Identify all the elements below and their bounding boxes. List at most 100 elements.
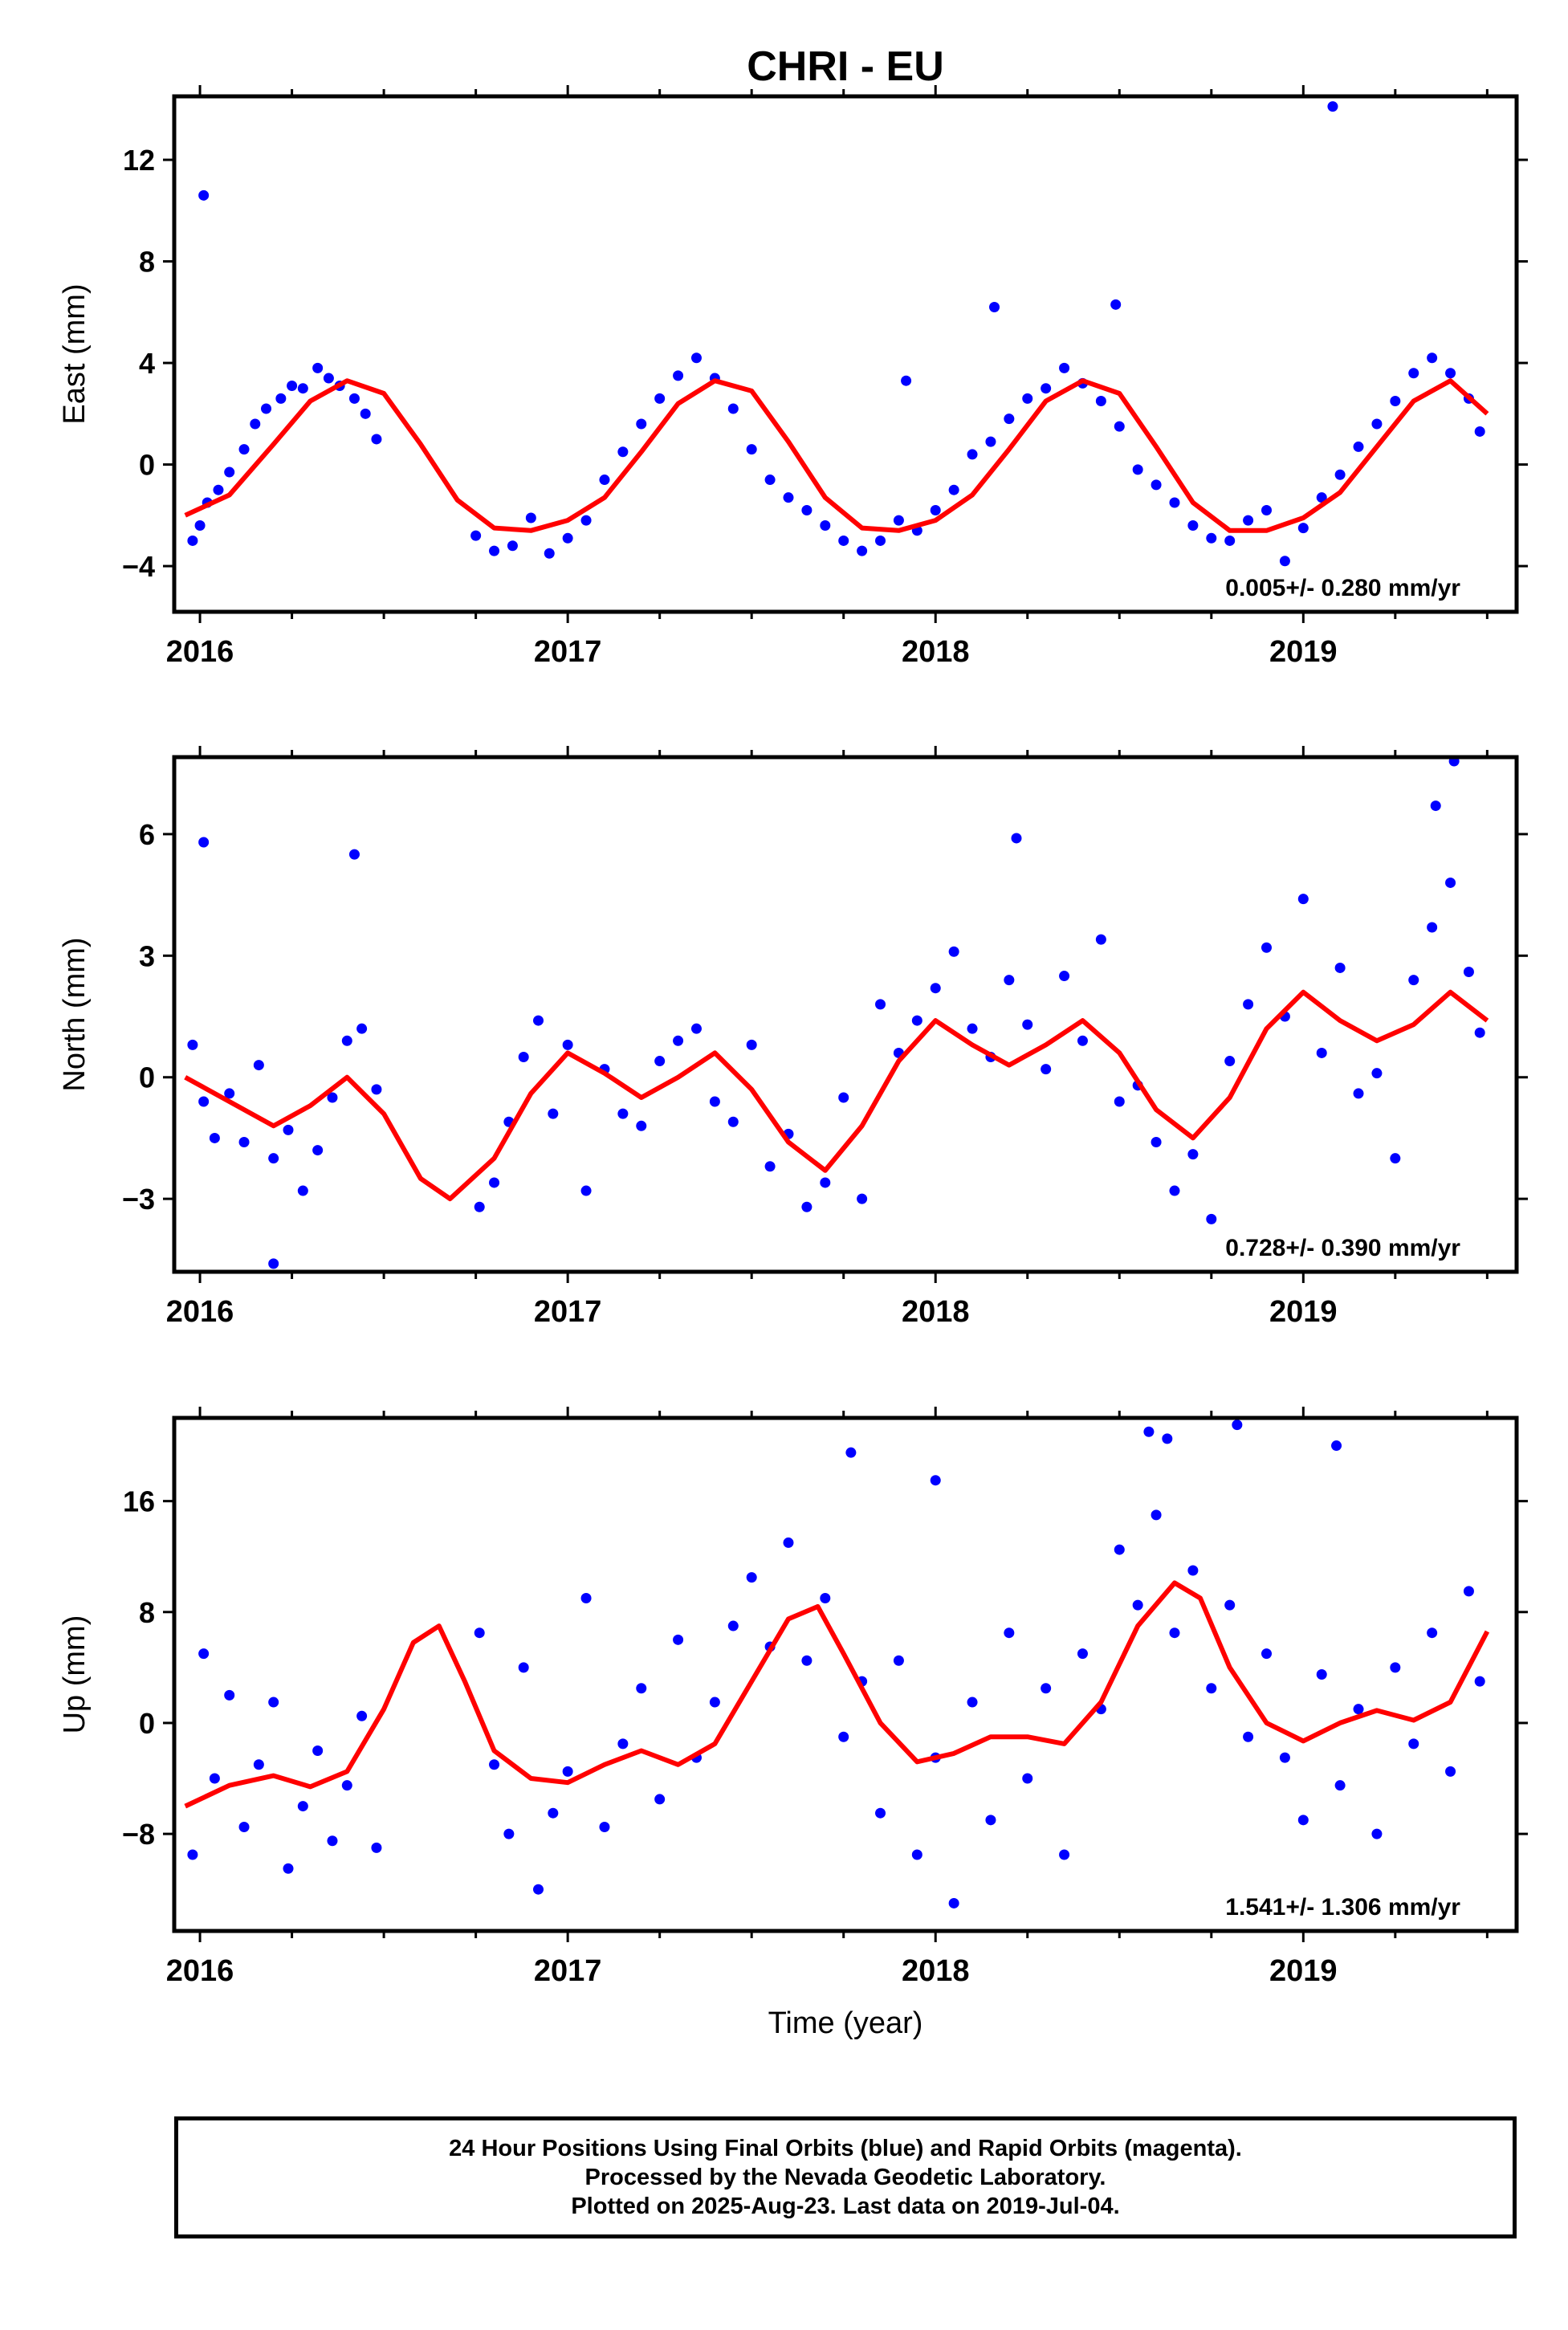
x-tick-label: 2016 <box>166 635 234 669</box>
data-point <box>1316 1047 1327 1058</box>
data-point <box>1011 833 1022 844</box>
data-point <box>507 540 518 552</box>
data-point <box>1243 515 1254 526</box>
data-point <box>1169 1627 1180 1639</box>
data-point <box>820 1593 831 1604</box>
data-point <box>470 530 482 541</box>
data-point <box>533 1015 544 1026</box>
data-point <box>709 1096 720 1107</box>
data-point <box>1261 1648 1273 1660</box>
data-point <box>1095 396 1106 407</box>
data-point <box>1445 368 1456 379</box>
data-point <box>1327 101 1338 112</box>
data-point <box>1408 975 1419 986</box>
data-point <box>1143 1426 1155 1437</box>
data-point <box>489 545 500 556</box>
data-point <box>1448 757 1460 767</box>
data-point <box>1430 800 1441 812</box>
data-point <box>1151 479 1162 491</box>
east-rate-label: 0.005+/- 0.280 mm/yr <box>1225 575 1460 601</box>
data-point <box>1187 519 1199 531</box>
footer-note: 24 Hour Positions Using Final Orbits (bl… <box>174 2116 1517 2238</box>
data-point <box>489 1759 500 1770</box>
data-point <box>371 434 382 445</box>
data-point <box>1371 418 1383 430</box>
data-point <box>727 1620 739 1631</box>
east-y-axis-title: East (mm) <box>58 283 92 424</box>
north-points <box>187 757 1485 1269</box>
data-point <box>1390 1153 1401 1164</box>
data-point <box>1077 1648 1088 1660</box>
data-point <box>187 1039 198 1050</box>
data-point <box>783 492 794 503</box>
y-tick-label: −8 <box>122 1818 155 1851</box>
data-point <box>875 535 886 546</box>
data-point <box>1169 1185 1180 1196</box>
data-point <box>518 1051 529 1062</box>
data-point <box>857 545 868 556</box>
data-point <box>1297 523 1309 534</box>
x-tick-label: 2018 <box>902 1954 970 1988</box>
y-tick-label: −3 <box>122 1183 155 1216</box>
data-point <box>580 1185 592 1196</box>
data-point <box>297 383 308 394</box>
data-point <box>283 1863 294 1874</box>
data-point <box>348 849 360 860</box>
data-point <box>1041 1064 1052 1075</box>
y-tick-label: 16 <box>123 1485 155 1518</box>
data-point <box>1297 1815 1309 1826</box>
data-point <box>911 1849 922 1860</box>
data-point <box>360 408 371 419</box>
data-point <box>253 1759 264 1770</box>
footer-line-2: Processed by the Nevada Geodetic Laborat… <box>584 2165 1106 2190</box>
data-point <box>875 999 886 1010</box>
data-point <box>820 519 831 531</box>
data-point <box>238 1136 250 1147</box>
data-point <box>268 1697 279 1708</box>
data-point <box>238 1821 250 1832</box>
up-fit-line <box>184 1580 1490 1809</box>
data-point <box>562 1766 573 1777</box>
up-panel: −8 0 8 16 2016 2017 2018 2019 Up (mm) 1.541+/- 1.… <box>58 1407 1528 1988</box>
data-point <box>1445 877 1456 888</box>
data-point <box>911 1015 922 1026</box>
data-point <box>1445 1766 1456 1777</box>
east-panel: −4 0 4 8 12 2016 2017 2018 2019 East (mm) 0.005+/-… <box>58 85 1528 669</box>
data-point <box>224 466 235 478</box>
data-point <box>371 1084 382 1095</box>
up-points <box>187 1420 1485 1908</box>
data-point <box>838 1092 849 1103</box>
y-tick-label: 8 <box>139 1596 155 1629</box>
data-point <box>474 1627 485 1639</box>
data-point <box>323 373 334 384</box>
data-point <box>1279 556 1290 567</box>
data-point <box>901 375 912 386</box>
data-point <box>224 1689 235 1701</box>
up-y-axis-title: Up (mm) <box>58 1615 92 1734</box>
data-point <box>1353 1088 1364 1099</box>
y-tick-label: 6 <box>139 818 155 851</box>
data-point <box>1316 1669 1327 1680</box>
data-point <box>746 1039 757 1050</box>
data-point <box>1408 368 1419 379</box>
data-point <box>371 1842 382 1853</box>
data-point <box>1224 535 1236 546</box>
x-tick-label: 2019 <box>1269 635 1338 669</box>
east-plot-frame <box>172 94 1519 614</box>
data-point <box>1334 962 1346 973</box>
data-point <box>1022 1019 1033 1030</box>
data-point <box>1224 1599 1236 1611</box>
data-point <box>187 1849 198 1860</box>
data-point <box>312 1745 324 1756</box>
data-point <box>261 403 272 414</box>
data-point <box>1371 1068 1383 1079</box>
data-point <box>238 444 250 455</box>
north-plot-frame <box>172 755 1519 1274</box>
y-tick-label: 0 <box>139 1061 155 1094</box>
up-rate-label: 1.541+/- 1.306 mm/yr <box>1225 1894 1460 1921</box>
data-point <box>187 535 198 546</box>
data-point <box>1059 971 1070 982</box>
data-point <box>312 1145 324 1156</box>
data-point <box>801 1655 813 1666</box>
data-point <box>198 1096 210 1107</box>
